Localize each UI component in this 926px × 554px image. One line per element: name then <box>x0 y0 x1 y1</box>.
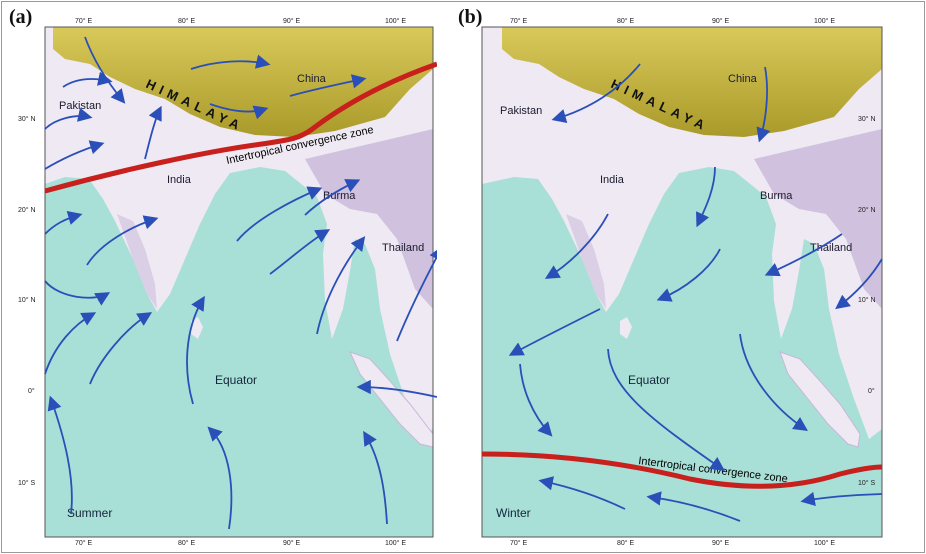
top-tick: 70° E <box>75 17 93 25</box>
label-season: Summer <box>67 506 112 520</box>
wind-arrow <box>356 379 437 398</box>
itcz-line <box>44 61 437 194</box>
itcz-line <box>481 451 883 489</box>
wind-arrow <box>646 491 741 522</box>
left-tick: 30° N <box>18 115 36 123</box>
label-india: India <box>167 174 192 186</box>
wind-arrow <box>47 395 73 515</box>
wind-arrow <box>44 211 83 235</box>
wind-arrow <box>800 491 883 507</box>
wind-arrow <box>86 215 159 266</box>
wind-arrows <box>508 63 883 522</box>
wind-arrow <box>207 426 233 530</box>
label-thailand: Thailand <box>810 242 852 254</box>
wind-arrow <box>756 66 771 143</box>
sri-lanka <box>620 317 632 339</box>
wind-arrow <box>316 236 366 335</box>
bottom-tick: 90° E <box>712 539 730 547</box>
wind-arrow <box>538 476 626 510</box>
right-tick: 10° N <box>858 296 876 304</box>
left-tick: 20° N <box>18 206 36 214</box>
wind-arrow <box>544 213 609 279</box>
sri-lanka <box>191 317 203 339</box>
wind-arrow <box>236 186 323 242</box>
sumatra <box>779 351 861 448</box>
left-tick: 10° S <box>18 479 36 487</box>
top-tick: 80° E <box>178 17 196 25</box>
label-burma: Burma <box>323 190 356 202</box>
wind-arrow <box>519 363 553 437</box>
highland-east <box>754 129 882 309</box>
wind-arrow <box>696 166 716 228</box>
map-panel-summer: 70° E 80° E 90° E 100° E 30° N 20° N 10°… <box>5 6 437 547</box>
map-winter: 70° E 80° E 90° E 100° E 30° N 20° N 10°… <box>481 17 883 547</box>
label-burma: Burma <box>760 190 793 202</box>
wind-arrow <box>44 140 105 170</box>
panel-letter-b: (b) <box>458 6 483 28</box>
wind-arrow <box>508 308 601 356</box>
wind-arrow <box>396 245 437 342</box>
label-equator: Equator <box>215 373 257 387</box>
bottom-tick: 70° E <box>510 539 528 547</box>
western-ghats <box>117 214 157 309</box>
wind-arrow <box>44 280 111 306</box>
bottom-tick: 70° E <box>75 539 93 547</box>
right-tick: 0° <box>868 387 875 395</box>
label-pakistan: Pakistan <box>500 105 542 117</box>
wind-arrow <box>551 63 641 123</box>
wind-arrow <box>44 107 93 130</box>
bottom-tick: 80° E <box>178 539 196 547</box>
wind-arrow <box>607 348 725 472</box>
wind-arrow <box>89 312 153 385</box>
wind-arrow <box>363 430 388 525</box>
top-tick: 90° E <box>712 17 730 25</box>
label-china: China <box>297 73 327 85</box>
panel-letter-a: (a) <box>9 6 33 28</box>
label-equator: Equator <box>628 373 670 387</box>
right-tick: 20° N <box>858 206 876 214</box>
bottom-tick: 90° E <box>283 539 301 547</box>
highland-east <box>305 129 433 309</box>
top-tick: 90° E <box>283 17 301 25</box>
top-tick: 80° E <box>617 17 635 25</box>
top-tick: 70° E <box>510 17 528 25</box>
label-season: Winter <box>496 506 531 520</box>
map-panel-winter: 70° E 80° E 90° E 100° E 30° N 20° N 10°… <box>458 6 892 547</box>
bottom-tick: 80° E <box>617 539 635 547</box>
bottom-tick: 100° E <box>385 539 406 547</box>
map-summer: 70° E 80° E 90° E 100° E 30° N 20° N 10°… <box>18 17 437 547</box>
wind-arrow <box>62 71 113 88</box>
label-china: China <box>728 73 758 85</box>
tibetan-plateau <box>502 27 882 137</box>
left-tick: 0° <box>28 387 35 395</box>
top-tick: 100° E <box>814 17 835 25</box>
wind-arrow <box>209 103 269 120</box>
bottom-tick: 100° E <box>814 539 835 547</box>
right-tick: 10° S <box>858 479 876 487</box>
wind-arrow <box>835 258 883 310</box>
label-india: India <box>600 174 625 186</box>
top-tick: 100° E <box>385 17 406 25</box>
wind-arrow <box>84 36 126 104</box>
wind-arrow <box>304 179 361 216</box>
wind-arrow <box>190 54 271 70</box>
wind-arrows <box>44 36 437 530</box>
wind-arrow <box>764 233 843 277</box>
wind-arrow <box>44 312 97 375</box>
left-tick: 10° N <box>18 296 36 304</box>
wind-arrow <box>144 105 162 160</box>
wind-arrow <box>186 295 205 405</box>
western-ghats <box>566 214 606 309</box>
label-pakistan: Pakistan <box>59 100 101 112</box>
wind-arrow <box>656 248 721 302</box>
wind-arrow <box>739 333 808 431</box>
wind-arrow <box>269 229 331 275</box>
right-tick: 30° N <box>858 115 876 123</box>
label-thailand: Thailand <box>382 242 424 254</box>
wind-arrow <box>289 74 367 97</box>
